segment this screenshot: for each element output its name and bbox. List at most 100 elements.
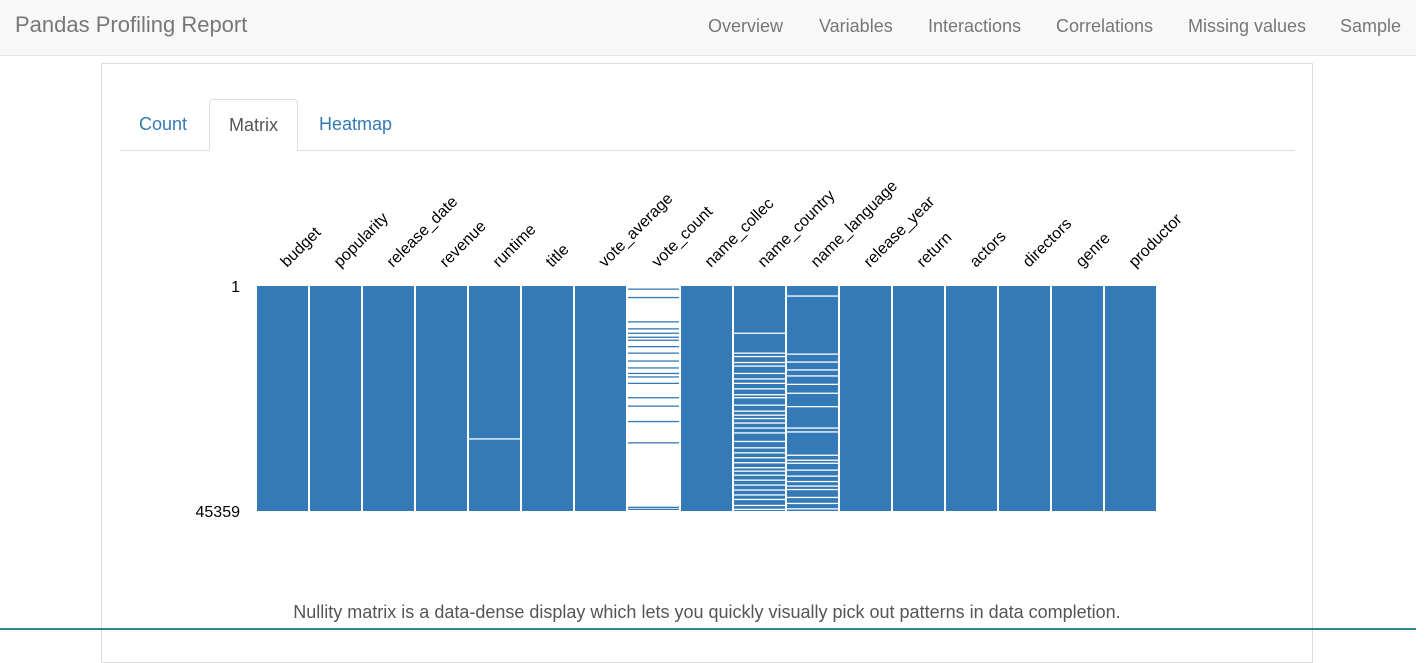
- brand-title[interactable]: Pandas Profiling Report: [15, 12, 248, 37]
- matrix-row-line: [734, 432, 785, 434]
- matrix-row-line: [787, 454, 838, 456]
- matrix-row-line: [787, 375, 838, 377]
- missing-tabs: Count Matrix Heatmap: [120, 99, 1295, 151]
- matrix-row-line: [628, 288, 679, 290]
- matrix-row-line: [787, 488, 838, 491]
- matrix-column-return: [893, 286, 944, 511]
- matrix-row-line: [734, 447, 785, 449]
- matrix-column-bar: [1052, 286, 1103, 511]
- column-label-popularity: popularity: [331, 210, 392, 271]
- matrix-column-bar: [257, 286, 308, 511]
- matrix-column-bar: [469, 286, 520, 511]
- matrix-column-actors: [946, 286, 997, 511]
- matrix-row-line: [734, 388, 785, 390]
- column-label-runtime: runtime: [490, 221, 540, 271]
- matrix-row-line: [734, 452, 785, 454]
- nav-correlations[interactable]: Correlations: [1056, 16, 1154, 36]
- matrix-row-line: [628, 376, 679, 378]
- matrix-column-bar: [522, 286, 573, 511]
- matrix-row-line: [787, 469, 838, 471]
- column-label-budget: budget: [278, 224, 325, 271]
- column-label-title: title: [543, 241, 573, 271]
- matrix-row-line: [734, 489, 785, 491]
- matrix-row-line: [787, 496, 838, 499]
- matrix-row-line: [787, 502, 838, 505]
- nav-sample[interactable]: Sample: [1340, 16, 1402, 36]
- matrix-row-line: [734, 504, 785, 507]
- matrix-row-line: [734, 474, 785, 476]
- matrix-row-line: [787, 369, 838, 371]
- matrix-column-productor: [1105, 286, 1156, 511]
- column-label-revenue: revenue: [437, 218, 490, 271]
- matrix-row-line: [628, 508, 679, 510]
- nav-variables[interactable]: Variables: [819, 16, 893, 36]
- matrix-row-line: [734, 352, 785, 354]
- matrix-column-genre: [1052, 286, 1103, 511]
- tab-heatmap[interactable]: Heatmap: [319, 114, 393, 134]
- matrix-column-name_language: [787, 286, 838, 511]
- matrix-row-line: [734, 365, 785, 367]
- column-label-directors: directors: [1020, 215, 1075, 270]
- matrix-row-line: [734, 479, 785, 481]
- matrix-column-vote_count: [628, 286, 679, 511]
- matrix-row-line: [628, 296, 679, 299]
- matrix-row-line: [628, 372, 679, 375]
- page-scrollbar[interactable]: [1416, 0, 1428, 630]
- column-label-productor: productor: [1126, 211, 1186, 271]
- matrix-row-line: [787, 475, 838, 477]
- matrix-row-line: [787, 431, 838, 433]
- matrix-row-line: [734, 410, 785, 412]
- matrix-column-vote_average: [575, 286, 626, 511]
- matrix-column-bar: [840, 286, 891, 511]
- matrix-row-line: [787, 383, 838, 385]
- column-label-return: return: [914, 229, 956, 271]
- matrix-row-line: [734, 494, 785, 496]
- matrix-column-popularity: [310, 286, 361, 511]
- matrix-column-bar: [734, 286, 785, 511]
- matrix-row-line: [628, 506, 679, 508]
- matrix-row-line: [734, 382, 785, 384]
- matrix-row-line: [734, 422, 785, 424]
- matrix-row-line: [734, 414, 785, 416]
- matrix-row-line: [787, 295, 838, 297]
- matrix-row-line: [787, 485, 838, 487]
- matrix-row-line: [734, 332, 785, 334]
- matrix-row-line: [628, 346, 679, 348]
- matrix-row-line: [787, 459, 838, 461]
- matrix-row-line: [734, 498, 785, 501]
- matrix-row-line: [734, 470, 785, 472]
- matrix-row-line: [628, 405, 679, 407]
- matrix-column-bar: [416, 286, 467, 511]
- matrix-column-name_country: [734, 286, 785, 511]
- matrix-row-line: [787, 361, 838, 363]
- matrix-row-line: [628, 321, 679, 323]
- matrix-caption: Nullity matrix is a data-dense display w…: [293, 602, 1121, 622]
- matrix-row-line: [734, 417, 785, 420]
- nav-overview[interactable]: Overview: [708, 16, 784, 36]
- matrix-row-line: [734, 404, 785, 406]
- matrix-row-line: [734, 462, 785, 464]
- matrix-row-line: [734, 467, 785, 469]
- row-label-last: 45359: [196, 504, 241, 521]
- matrix-row-line: [734, 394, 785, 396]
- matrix-row-line: [734, 457, 785, 459]
- matrix-column-title: [522, 286, 573, 511]
- tab-count[interactable]: Count: [139, 114, 188, 134]
- matrix-column-bar: [1105, 286, 1156, 511]
- matrix-row-line: [787, 508, 838, 510]
- nav-interactions[interactable]: Interactions: [928, 16, 1022, 36]
- matrix-row-line: [787, 406, 838, 408]
- matrix-row-line: [787, 480, 838, 483]
- matrix-row-line: [628, 339, 679, 341]
- row-label-first: 1: [231, 279, 240, 296]
- nav-missing-values[interactable]: Missing values: [1188, 16, 1307, 36]
- matrix-row-line: [734, 355, 785, 358]
- matrix-row-line: [628, 442, 679, 444]
- tab-matrix[interactable]: Matrix: [209, 99, 298, 151]
- matrix-column-bar: [681, 286, 732, 511]
- matrix-row-line: [628, 397, 679, 399]
- matrix-row-line: [628, 367, 679, 369]
- matrix-row-line: [628, 382, 679, 384]
- matrix-row-line: [628, 328, 679, 330]
